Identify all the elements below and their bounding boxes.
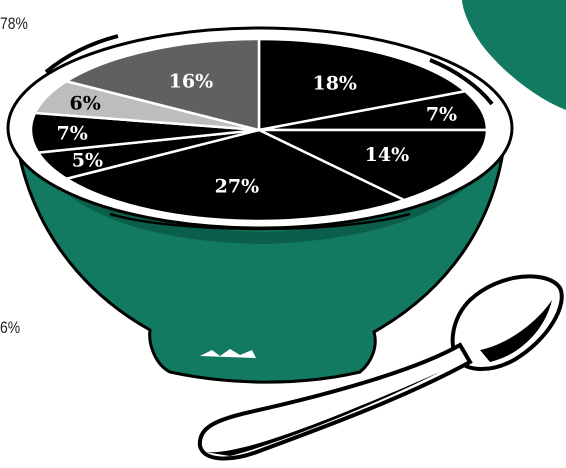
pie-slice-0	[257, 37, 469, 132]
rim-stroke-left	[44, 34, 119, 74]
rim-stroke-right	[429, 58, 494, 106]
rim-stroke-bottom	[109, 212, 411, 231]
pie-slice-7	[63, 37, 261, 132]
background-green-blob	[462, 0, 566, 110]
pie-slice-label-1: 7%	[426, 104, 457, 126]
side-label-bottom: 6%	[0, 318, 21, 337]
pie-slice-label-6: 6%	[70, 93, 101, 115]
pie-slice-label-5: 7%	[56, 122, 87, 144]
spoon-bowl-shadow	[480, 300, 552, 362]
pie-slice-label-7: 16%	[169, 71, 214, 93]
pie-chart: 18% 7% 14% 27% 5% 7% 6% 16%	[29, 37, 489, 223]
pie-slice-label-4: 5%	[72, 150, 103, 172]
pie-slice-2	[258, 128, 489, 202]
pie-slice-label-3: 27%	[215, 176, 260, 198]
pie-slice-label-0: 18%	[312, 72, 357, 94]
side-label-top: 78%	[0, 14, 28, 33]
spoon-handle	[197, 342, 473, 461]
spoon	[197, 274, 564, 461]
pie-slice-3	[63, 128, 408, 223]
bowl-foot-mark	[200, 349, 256, 358]
pie-slice-label-2: 14%	[365, 144, 410, 166]
